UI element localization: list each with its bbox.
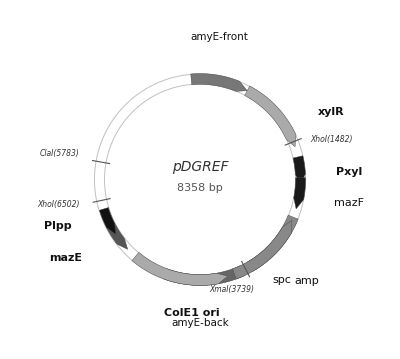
- Text: amyE-front: amyE-front: [190, 32, 248, 42]
- Text: Plpp: Plpp: [44, 222, 71, 232]
- Text: amp: amp: [295, 276, 319, 286]
- Text: XhoI(6502): XhoI(6502): [38, 200, 80, 210]
- Text: pDGREF: pDGREF: [172, 160, 228, 174]
- Text: mazE: mazE: [49, 253, 82, 263]
- Polygon shape: [132, 252, 228, 285]
- Polygon shape: [106, 223, 128, 250]
- Text: ColE1 ori: ColE1 ori: [164, 308, 220, 318]
- Text: XmaI(3739): XmaI(3739): [209, 285, 254, 294]
- Text: ClaI(5783): ClaI(5783): [39, 149, 79, 158]
- Text: 8358 bp: 8358 bp: [177, 183, 223, 194]
- Polygon shape: [245, 86, 296, 147]
- Polygon shape: [232, 220, 292, 279]
- Text: mazF: mazF: [334, 198, 364, 208]
- Text: amyE-back: amyE-back: [171, 318, 229, 328]
- Polygon shape: [294, 178, 306, 209]
- Polygon shape: [156, 266, 245, 285]
- Text: xylR: xylR: [318, 107, 344, 117]
- Text: Pxyl: Pxyl: [336, 167, 362, 177]
- Polygon shape: [100, 208, 116, 234]
- Polygon shape: [293, 156, 306, 185]
- Text: XhoI(1482): XhoI(1482): [310, 135, 352, 144]
- Polygon shape: [241, 215, 298, 271]
- Polygon shape: [191, 74, 247, 91]
- Text: spc: spc: [272, 275, 291, 285]
